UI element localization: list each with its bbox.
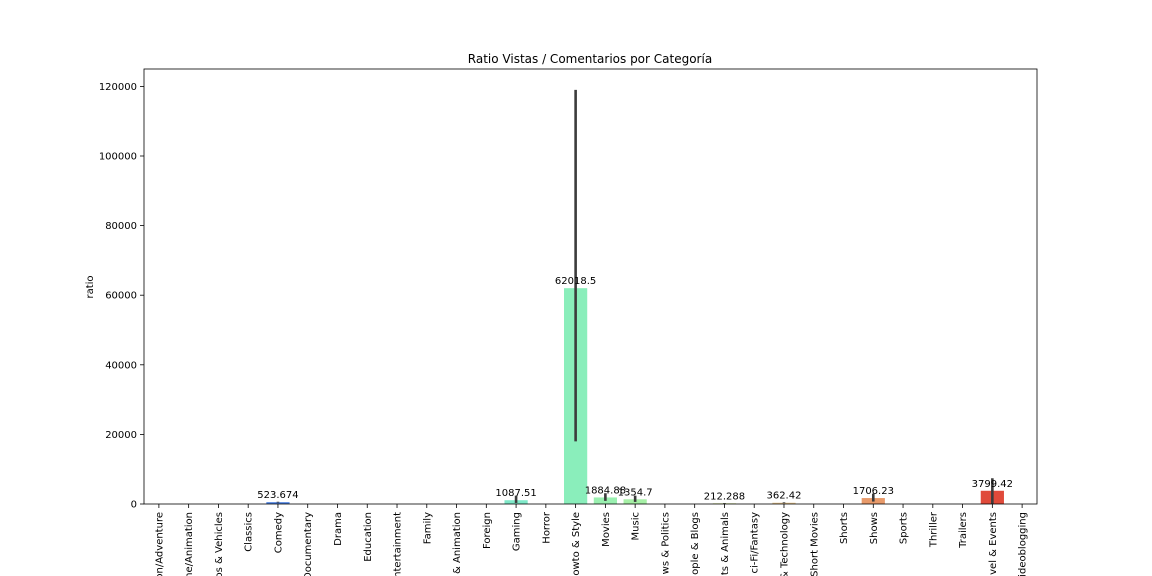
x-tick-label: me/Animation [184, 512, 195, 576]
x-tick-label: Education [363, 512, 374, 562]
x-tick-label: Shows [869, 512, 880, 544]
data-label: 523.674 [257, 490, 298, 501]
x-tick-label: ople & Blogs [690, 512, 701, 575]
plot-frame [143, 68, 1038, 505]
x-tick-label: Music [631, 512, 642, 540]
y-tick-label: 0 [131, 500, 137, 511]
data-label: 62018.5 [555, 276, 596, 287]
x-tick-label: ideoblogging [1018, 512, 1029, 576]
data-label: 212.288 [704, 491, 745, 502]
x-tick-label: & Animation [452, 512, 463, 574]
x-tick-label: Classics [244, 512, 255, 552]
x-tick-label: ws & Politics [660, 512, 671, 574]
x-tick-label: Family [422, 512, 433, 544]
x-tick-label: Foreign [482, 512, 493, 549]
y-tick-label: 60000 [105, 291, 137, 302]
x-tick-label: ci-Fi/Fantasy [750, 512, 761, 574]
x-tick-label: Movies [601, 512, 612, 547]
x-tick-label: Comedy [273, 512, 284, 553]
x-tick-label: ts & Animals [720, 512, 731, 575]
data-label: 362.42 [766, 491, 801, 502]
data-label: 1884.88 [585, 485, 626, 496]
y-axis-label: ratio [85, 275, 96, 298]
y-tick-label: 120000 [99, 82, 137, 93]
x-tick-label: & Technology [779, 512, 790, 576]
x-tick-label: Gaming [512, 512, 523, 551]
x-tick-label: on/Adventure [154, 512, 165, 576]
x-tick-label: ntertainment [393, 512, 404, 576]
x-tick-label: Drama [333, 512, 344, 546]
x-tick-label: Short Movies [809, 512, 820, 576]
x-tick-label: Horror [541, 511, 552, 544]
x-tick-label: owto & Style [571, 512, 582, 576]
data-label: 1354.7 [618, 487, 653, 498]
x-tick-label: Documentary [303, 512, 314, 576]
data-label: 3799.42 [972, 479, 1013, 490]
y-tick-label: 100000 [99, 152, 137, 163]
data-label: 1706.23 [853, 486, 894, 497]
bar [266, 502, 290, 504]
y-tick-label: 20000 [105, 430, 137, 441]
x-tick-label: Trailers [958, 512, 969, 549]
bar [772, 502, 796, 504]
x-tick-label: os & Vehicles [214, 512, 225, 576]
x-tick-label: Sports [899, 512, 910, 544]
y-tick-label: 40000 [105, 360, 137, 371]
data-label: 1087.51 [495, 488, 536, 499]
x-tick-label: Thriller [928, 511, 939, 548]
x-tick-label: Shorts [839, 512, 850, 544]
x-tick-label: vel & Events [988, 512, 999, 575]
chart-title: Ratio Vistas / Comentarios por Categoría [468, 52, 712, 66]
y-tick-label: 80000 [105, 221, 137, 232]
